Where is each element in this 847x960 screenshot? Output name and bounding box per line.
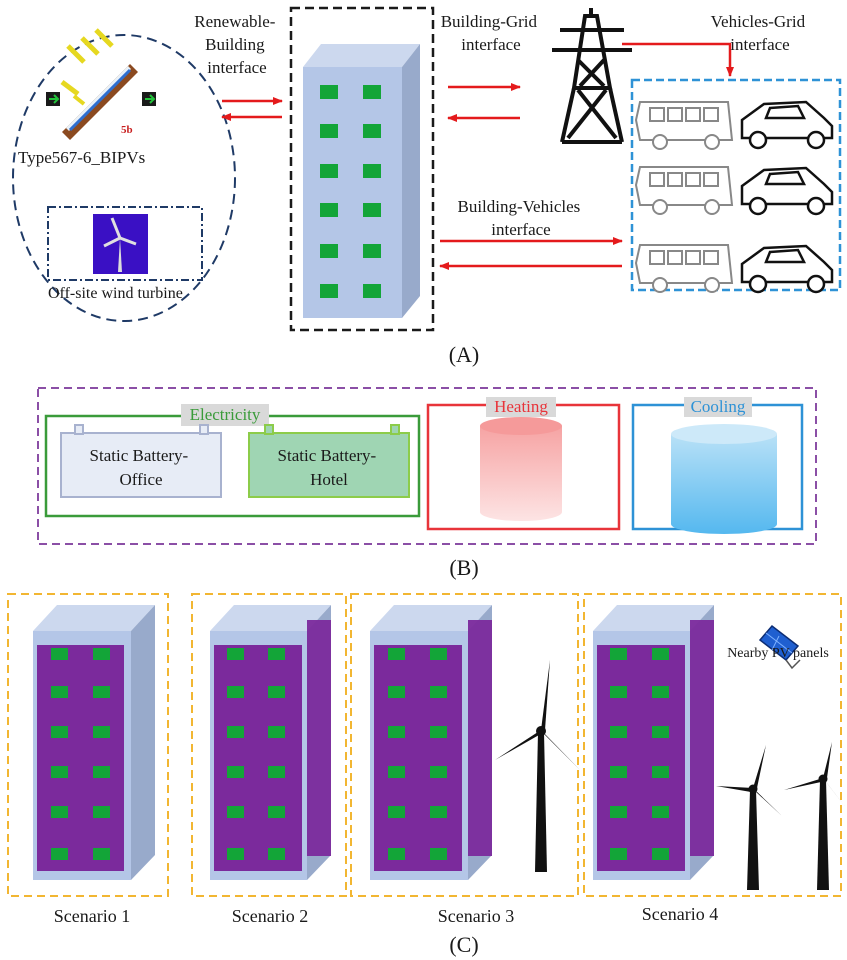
renewable-building-interface-label: Renewable- Building interface [194, 12, 279, 77]
scenario-2-label: Scenario 2 [232, 906, 308, 926]
bus-icon [634, 166, 734, 215]
main-building-icon [303, 44, 420, 318]
grid-to-vehicles-line [622, 42, 734, 77]
electricity-title: Electricity [190, 405, 261, 424]
heating-tank-icon [480, 417, 562, 521]
cooling-title: Cooling [691, 397, 746, 416]
heating-title: Heating [494, 397, 548, 416]
battery-office: Static Battery- Office [60, 424, 222, 498]
bipv-label: Type567-6_BIPVs [18, 148, 145, 167]
scenario-2-box [191, 593, 347, 897]
battery-office-label: Static Battery- Office [90, 446, 193, 489]
scenario-4-label: Scenario 4 [642, 904, 718, 924]
pv-panels-label: Nearby PV panels [727, 646, 829, 661]
bus-icon [634, 244, 734, 293]
scenario-4-box [583, 593, 842, 897]
bipv-icon: 5b [46, 28, 156, 140]
vehicles-grid-interface-label: Vehicles-Grid interface [711, 12, 810, 54]
renewable-sources-ellipse [12, 34, 236, 322]
wind-turbine-box [47, 206, 203, 281]
bus-icon [634, 101, 734, 150]
car-icon [740, 166, 834, 216]
vehicles-fleet [634, 101, 734, 293]
battery-hotel: Static Battery- Hotel [248, 424, 410, 498]
scenario-1-label: Scenario 1 [54, 906, 130, 926]
cooling-title-bg [684, 397, 752, 417]
scenario-3-label: Scenario 3 [438, 906, 514, 926]
wind-turbine-icon [93, 214, 148, 274]
vehicles-box [630, 78, 842, 292]
building-vehicles-interface-label: Building-Vehicles interface [457, 197, 584, 239]
panel-b-label: (B) [449, 555, 478, 580]
electricity-title-bg [181, 404, 269, 426]
panel-b: Electricity Static Battery- Office Stati… [37, 387, 817, 580]
cooling-tank-icon [671, 424, 777, 534]
transmission-tower-icon [552, 8, 632, 144]
battery-hotel-label: Static Battery- Hotel [278, 446, 381, 489]
scenario-4-building [593, 605, 714, 880]
panel-c-label: (C) [449, 932, 478, 957]
pv-panel-icon [758, 624, 801, 670]
building-box [289, 6, 435, 332]
wind-turbine-label: Off-site wind turbine [48, 285, 183, 302]
scenario-1-box [7, 593, 169, 897]
wind-turbine-icon [784, 742, 846, 890]
panel-a-label: (A) [449, 342, 480, 367]
bipv-badge: 5b [121, 124, 133, 136]
scenario-1-building [33, 605, 155, 880]
car-icon [740, 244, 834, 294]
scenario-3-box [350, 593, 579, 897]
building-grid-interface-label: Building-Grid interface [441, 12, 542, 54]
panel-a: 5b Type567-6_BIPVs Off-site wind turbine… [12, 6, 842, 367]
wind-turbine-icon [495, 660, 580, 872]
wind-turbine-icon [716, 745, 782, 890]
car-icon [740, 100, 834, 150]
scenario-3-building [370, 605, 492, 880]
panel-c: Nearby PV panels Scenario 1 Scenario 2 S… [7, 593, 846, 957]
scenario-2-building [210, 605, 331, 880]
heating-title-bg [486, 397, 556, 417]
